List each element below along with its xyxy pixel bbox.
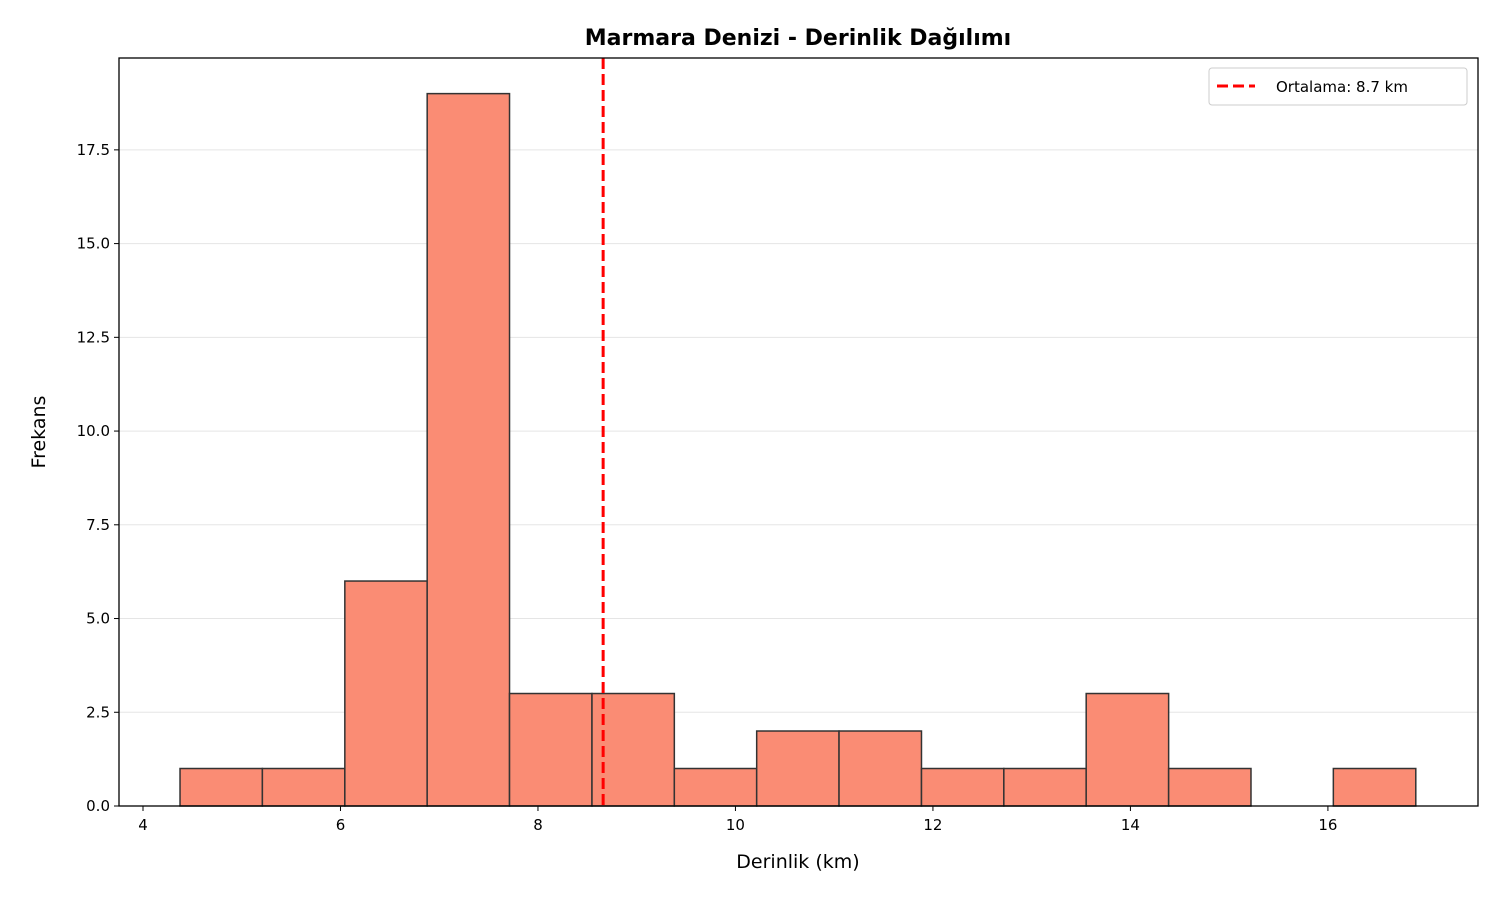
bar	[261, 767, 346, 807]
y-tick-label: 5.0	[86, 610, 110, 628]
bar	[838, 730, 923, 807]
y-tick-label: 17.5	[77, 141, 110, 159]
legend-label: Ortalama: 8.7 km	[1276, 78, 1408, 96]
x-tick-label: 12	[923, 816, 942, 834]
y-tick-label: 12.5	[77, 328, 110, 346]
bar	[1085, 692, 1170, 807]
bar	[755, 730, 840, 807]
bar	[920, 767, 1005, 807]
x-tick-label: 8	[533, 816, 543, 834]
x-tick-label: 10	[726, 816, 745, 834]
y-tick-label: 10.0	[77, 422, 110, 440]
bar	[344, 580, 428, 807]
bar	[1167, 767, 1252, 807]
bar	[591, 692, 676, 807]
bar	[426, 92, 511, 807]
x-tick-label: 14	[1121, 816, 1140, 834]
bar	[508, 692, 593, 807]
y-axis-label: Frekans	[28, 396, 50, 469]
y-tick-label: 7.5	[86, 516, 110, 534]
x-tick-label: 16	[1318, 816, 1337, 834]
chart-title: Marmara Denizi - Derinlik Dağılımı	[585, 26, 1011, 51]
x-axis-label: Derinlik (km)	[736, 851, 859, 873]
y-tick-label: 15.0	[77, 235, 110, 253]
x-tick-label: 4	[138, 816, 148, 834]
plot-frame	[118, 57, 1479, 807]
bar	[1003, 767, 1087, 807]
y-tick-label: 0.0	[86, 797, 110, 815]
bar	[673, 767, 758, 807]
y-tick-label: 2.5	[86, 703, 110, 721]
legend-box	[1208, 67, 1468, 106]
bar	[179, 767, 264, 807]
x-tick-label: 6	[336, 816, 346, 834]
bar	[1332, 767, 1417, 807]
